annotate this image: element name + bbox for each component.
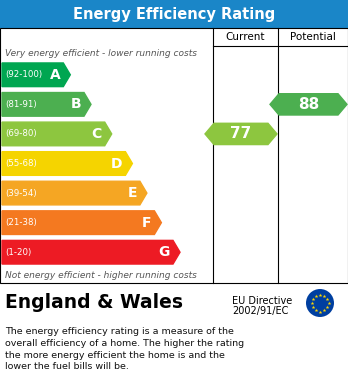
Polygon shape [270,94,347,115]
Circle shape [306,289,334,317]
Text: (69-80): (69-80) [5,129,37,138]
Text: C: C [92,127,102,141]
Polygon shape [205,123,277,145]
Text: Not energy efficient - higher running costs: Not energy efficient - higher running co… [5,271,197,280]
Text: (39-54): (39-54) [5,188,37,197]
Text: 88: 88 [298,97,319,112]
Text: EU Directive: EU Directive [232,296,292,306]
Text: The energy efficiency rating is a measure of the
overall efficiency of a home. T: The energy efficiency rating is a measur… [5,327,244,371]
Text: 2002/91/EC: 2002/91/EC [232,306,288,316]
Text: G: G [159,245,170,259]
Text: Current: Current [226,32,265,42]
Text: (55-68): (55-68) [5,159,37,168]
Polygon shape [2,93,91,116]
Text: 77: 77 [230,126,252,142]
Bar [0,28,348,283]
Bar [0,0,348,28]
Text: B: B [70,97,81,111]
Text: (81-91): (81-91) [5,100,37,109]
Text: Potential: Potential [290,32,336,42]
Polygon shape [2,240,180,264]
Text: D: D [111,156,122,170]
Text: Very energy efficient - lower running costs: Very energy efficient - lower running co… [5,48,197,57]
Text: England & Wales: England & Wales [5,294,183,312]
Text: Energy Efficiency Rating: Energy Efficiency Rating [73,7,275,22]
Text: (92-100): (92-100) [5,70,42,79]
Polygon shape [2,122,112,146]
Text: A: A [49,68,60,82]
Polygon shape [2,152,132,175]
Text: F: F [142,216,151,230]
Polygon shape [2,181,147,205]
Text: E: E [127,186,137,200]
Bar [0,283,348,323]
Polygon shape [2,211,161,235]
Text: (21-38): (21-38) [5,218,37,227]
Text: (1-20): (1-20) [5,248,31,257]
Polygon shape [2,63,70,87]
